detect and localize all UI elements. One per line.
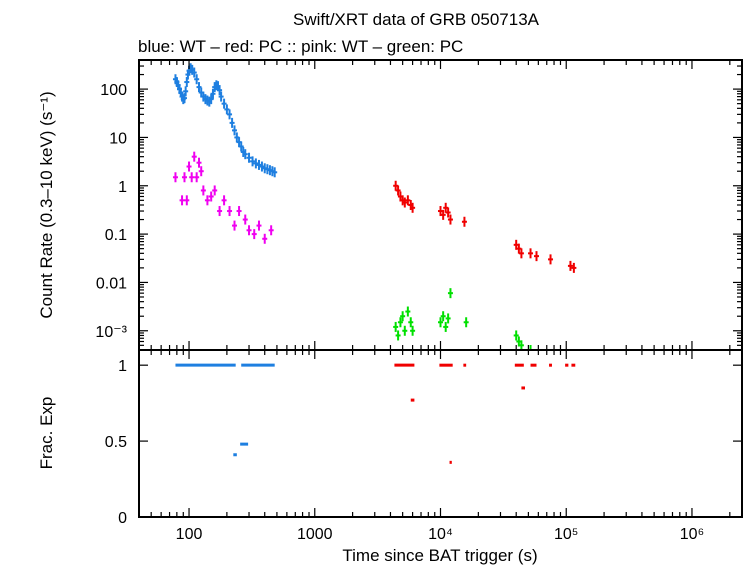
- count-rate-panel: 100 10 1 0.1 0.01 10⁻³ Count Rate (0.3–10 keV…: [37, 59, 743, 351]
- fractional-exposure-y-axis-label: Frac. Exp: [37, 397, 56, 470]
- fractional-exposure-plot-frame: [138, 349, 743, 518]
- y-tick-label: 100: [100, 82, 127, 99]
- x-axis-label: Time since BAT trigger (s): [342, 546, 537, 565]
- y-tick-label: 1: [118, 358, 127, 375]
- fractional-exposure-data: [175, 363, 576, 464]
- count-rate-y-ticks: 100 10 1 0.1 0.01 10⁻³: [95, 59, 742, 351]
- chart-title: Swift/XRT data of GRB 050713A: [293, 10, 540, 29]
- y-tick-label: 0: [118, 510, 127, 527]
- y-tick-label: 10⁻³: [95, 324, 127, 341]
- x-tick-label: 100: [176, 526, 203, 543]
- fractional-exposure-y-ticks: 00.51: [105, 358, 742, 527]
- count-rate-y-axis-label: Count Rate (0.3–10 keV) (s⁻¹): [37, 91, 56, 318]
- y-tick-label: 0.01: [96, 275, 127, 292]
- count-rate-data: [172, 63, 577, 351]
- count-rate-plot-frame: [138, 59, 743, 351]
- y-tick-label: 0.5: [105, 434, 127, 451]
- y-tick-label: 10: [109, 130, 127, 147]
- x-tick-label: 10⁴: [428, 526, 453, 543]
- y-tick-label: 0.1: [105, 227, 127, 244]
- chart-subtitle: blue: WT – red: PC :: pink: WT – green: …: [138, 37, 463, 56]
- x-tick-label: 10⁵: [554, 526, 578, 543]
- time-x-ticks: 100 1000 10⁴ 10⁵ 10⁶: [138, 60, 731, 543]
- x-tick-label: 1000: [297, 526, 333, 543]
- x-tick-label: 10⁶: [680, 526, 704, 543]
- y-tick-label: 1: [118, 179, 127, 196]
- fractional-exposure-panel: 00.51 Frac. Exp: [37, 349, 743, 527]
